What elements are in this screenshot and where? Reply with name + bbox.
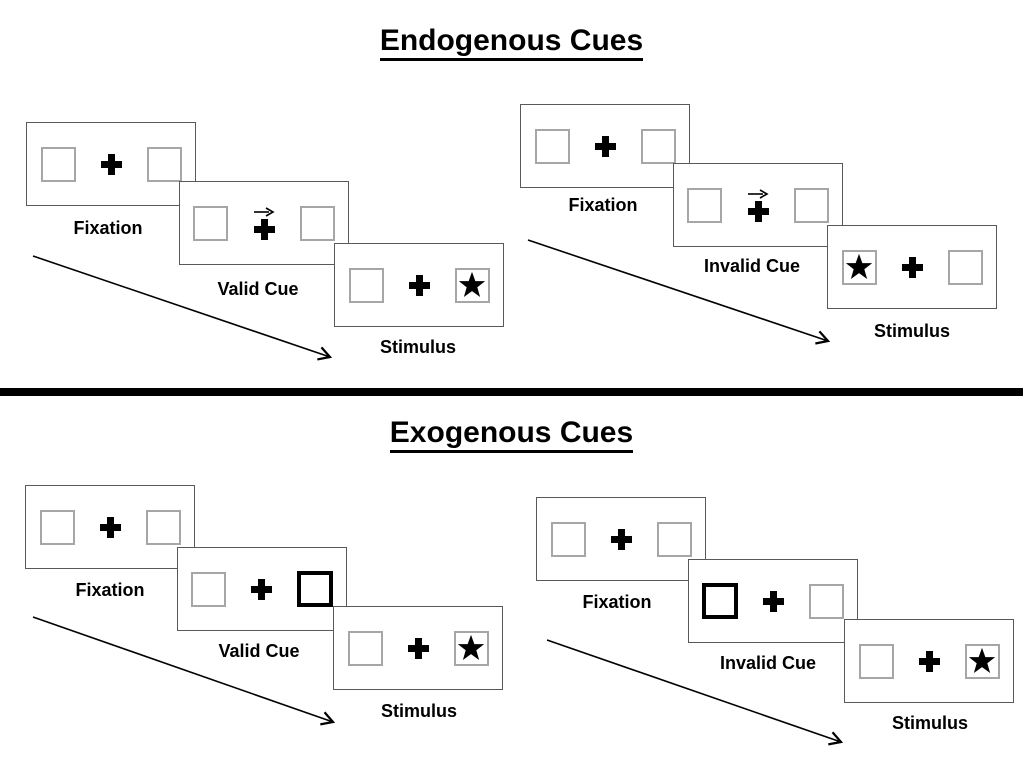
fixation-cross-icon: [594, 135, 616, 157]
panel-label: Stimulus: [891, 713, 968, 733]
placeholder-box-left: [348, 267, 384, 303]
panel-label: Stimulus: [380, 701, 457, 721]
panel-label: Stimulus: [873, 321, 950, 341]
stimulus-panel: [333, 606, 503, 690]
panel-label: Valid Cue: [218, 641, 300, 661]
placeholder-box-left: [191, 571, 226, 607]
fixation-cross-icon: [251, 578, 272, 600]
section-title-endogenous: Endogenous Cues: [0, 24, 1023, 61]
panel-label: Fixation: [582, 592, 652, 612]
fixation-cross-icon: [610, 528, 632, 550]
fixation-cross-icon: [253, 219, 275, 240]
fixation-cross-icon: [407, 637, 429, 659]
section-title-exogenous: Exogenous Cues: [0, 416, 1023, 453]
cue-arrow-icon: [748, 189, 769, 199]
stimulus-panel: [844, 619, 1014, 703]
fixation-cross-icon: [918, 650, 940, 672]
cue-arrow-icon: [254, 207, 275, 217]
target-box-left: [841, 249, 877, 285]
cue-panel: [179, 181, 349, 265]
fixation-cross-icon: [763, 590, 784, 612]
placeholder-box-right: [300, 205, 335, 241]
cue-box-left: [702, 583, 738, 619]
panel-label: Fixation: [73, 218, 143, 238]
fixation-panel: [25, 485, 195, 569]
star-icon: [457, 634, 485, 661]
fixation-cross-icon: [100, 153, 122, 175]
sequence-arrow-icon: [546, 639, 844, 746]
cue-panel: [688, 559, 858, 643]
placeholder-box-right: [656, 521, 692, 557]
panel-label: Fixation: [568, 195, 638, 215]
fixation-panel: [536, 497, 706, 581]
placeholder-box-left: [39, 509, 75, 545]
placeholder-box-left: [193, 205, 228, 241]
target-box-right: [964, 643, 1000, 679]
stimulus-panel: [827, 225, 997, 309]
fixation-cross-icon: [408, 274, 430, 296]
target-box-right: [454, 267, 490, 303]
star-icon: [845, 253, 873, 280]
placeholder-box-left: [858, 643, 894, 679]
panel-label: Fixation: [75, 580, 145, 600]
cue-panel: [673, 163, 843, 247]
placeholder-box-right: [809, 583, 844, 619]
placeholder-box-left: [40, 146, 76, 182]
placeholder-box-left: [687, 187, 722, 223]
panel-label: Stimulus: [379, 337, 456, 357]
sequence-arrow-icon: [527, 239, 831, 345]
cue-box-right: [297, 571, 333, 607]
sequence-arrow-icon: [32, 616, 336, 726]
placeholder-box-left: [347, 630, 383, 666]
placeholder-box-left: [534, 128, 570, 164]
panel-label: Invalid Cue: [703, 256, 801, 276]
placeholder-box-right: [947, 249, 983, 285]
fixation-cross-icon: [99, 516, 121, 538]
section-divider: [0, 388, 1023, 396]
target-box-right: [453, 630, 489, 666]
panel-label: Valid Cue: [217, 279, 299, 299]
cue-panel: [177, 547, 347, 631]
placeholder-box-right: [145, 509, 181, 545]
star-icon: [458, 271, 486, 298]
panel-label: Invalid Cue: [719, 653, 817, 673]
star-icon: [968, 647, 996, 674]
fixation-panel: [26, 122, 196, 206]
stimulus-panel: [334, 243, 504, 327]
fixation-panel: [520, 104, 690, 188]
fixation-cross-icon: [901, 256, 923, 278]
placeholder-box-right: [640, 128, 676, 164]
placeholder-box-left: [550, 521, 586, 557]
placeholder-box-right: [794, 187, 829, 223]
sequence-arrow-icon: [32, 255, 333, 361]
fixation-cross-icon: [747, 201, 769, 222]
placeholder-box-right: [146, 146, 182, 182]
